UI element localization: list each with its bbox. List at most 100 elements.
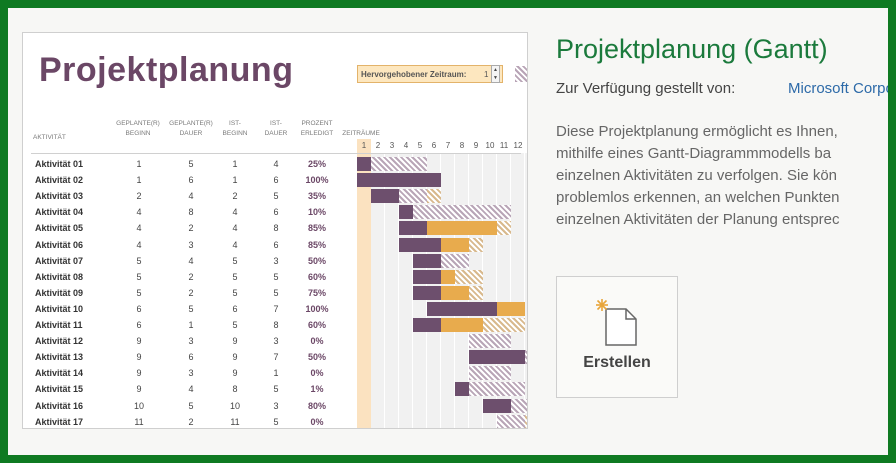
- planned-start: 9: [136, 368, 142, 379]
- create-button-label: Erstellen: [583, 354, 651, 371]
- progress-bar: [413, 269, 441, 284]
- progress-bar: [399, 237, 441, 252]
- day-number: 3: [389, 141, 395, 150]
- planned-bar: [497, 414, 525, 428]
- actual-start: 1: [232, 175, 238, 186]
- actual-duration: 7: [273, 352, 279, 363]
- planned-start: 4: [136, 239, 142, 250]
- progress-bar: [455, 382, 469, 397]
- actual-start: 2: [232, 191, 238, 202]
- activity-name: Aktivität 02: [35, 175, 84, 186]
- create-button[interactable]: Erstellen: [556, 276, 678, 398]
- planned-start: 5: [136, 255, 142, 266]
- highlight-period-label: Hervorgehobener Zeitraum:: [361, 70, 467, 79]
- planned-start: 1: [136, 159, 142, 169]
- progress-overrun-bar: [441, 237, 469, 252]
- percent-done: 60%: [307, 320, 326, 330]
- planned-duration: 2: [188, 271, 194, 282]
- planned-duration: 5: [188, 303, 194, 314]
- planned-duration: 2: [188, 287, 194, 298]
- actual-duration: 5: [273, 271, 279, 282]
- planned-duration: 3: [188, 239, 194, 250]
- actual-duration: 1: [273, 368, 279, 379]
- actual-start: 4: [232, 223, 238, 234]
- percent-done: 1%: [310, 384, 324, 395]
- activity-name: Aktivität 07: [35, 255, 84, 266]
- preview-title: Projektplanung: [39, 51, 294, 89]
- activity-name: Aktivität 12: [35, 336, 84, 347]
- progress-bar: [469, 350, 525, 365]
- template-detail-window: Projektplanung Hervorgehobener Zeitraum:…: [8, 8, 888, 455]
- percent-done: 0%: [310, 416, 324, 427]
- header-actual-start: IST- BEGINN: [222, 120, 248, 137]
- provided-by-label: Zur Verfügung gestellt von:: [556, 80, 736, 97]
- activity-name: Aktivität 03: [35, 191, 84, 202]
- actual-start: 11: [230, 416, 240, 427]
- percent-done: 0%: [310, 336, 324, 347]
- planned-duration: 2: [188, 416, 194, 427]
- provider-link[interactable]: Microsoft Corporation: [788, 80, 888, 97]
- progress-bar: [399, 205, 413, 220]
- percent-done: 35%: [307, 191, 326, 202]
- day-number: 2: [375, 141, 381, 150]
- planned-bar: [469, 334, 511, 349]
- new-document-icon: [596, 299, 637, 346]
- percent-done: 50%: [307, 255, 326, 266]
- planned-start: 9: [136, 352, 142, 363]
- percent-done: 85%: [307, 223, 326, 234]
- header-percent-done: PROZENT ERLEDIGT: [300, 120, 334, 137]
- progress-bar: [413, 318, 441, 332]
- planned-start: 2: [136, 191, 142, 202]
- planned-duration: 1: [188, 320, 194, 330]
- progress-overrun-bar: [427, 221, 497, 236]
- highlight-period-box: Hervorgehobener Zeitraum: 1: [357, 65, 503, 83]
- planned-start: 5: [136, 287, 142, 298]
- planned-start: 6: [136, 303, 142, 314]
- header-actual-duration: IST- DAUER: [264, 120, 288, 137]
- planned-duration: 8: [188, 207, 194, 218]
- planned-start: 10: [133, 400, 144, 411]
- planned-start: 5: [136, 271, 142, 282]
- planned-start: 9: [136, 336, 142, 347]
- progress-overrun-bar: [441, 269, 455, 284]
- day-number: 9: [473, 141, 479, 150]
- description-line: einzelnen Aktivitäten der Planung entspr…: [556, 211, 840, 228]
- progress-bar: [413, 285, 441, 300]
- actual-duration: 3: [273, 336, 279, 347]
- activity-name: Aktivität 16: [35, 400, 84, 411]
- actual-start: 5: [232, 271, 238, 282]
- day-number: 6: [431, 141, 437, 150]
- description-line: problemlos erkennen, an welchen Punkten: [556, 189, 840, 206]
- activity-name: Aktivität 08: [35, 271, 84, 282]
- activity-name: Aktivität 01: [35, 159, 84, 169]
- progress-bar: [399, 221, 427, 236]
- actual-start: 4: [232, 207, 238, 218]
- actual-duration: 5: [273, 191, 279, 202]
- progress-overrun-bar: [497, 301, 525, 316]
- planned-bar: [399, 205, 511, 220]
- activity-name: Aktivität 05: [35, 223, 84, 234]
- highlight-period-value: 1: [484, 70, 489, 79]
- actual-start: 9: [232, 352, 238, 363]
- activity-name: Aktivität 15: [35, 384, 84, 395]
- day-number: 8: [459, 141, 465, 150]
- percent-done: 100%: [305, 175, 329, 186]
- header-periods: ZEITRÄUME: [342, 130, 380, 137]
- actual-start: 8: [232, 384, 238, 395]
- description-line: mithilfe eines Gantt-Diagrammmodells ba: [556, 145, 832, 162]
- percent-done: 25%: [307, 159, 326, 169]
- percent-done: 80%: [307, 400, 326, 411]
- planned-start: 4: [136, 207, 142, 218]
- actual-start: 4: [232, 239, 238, 250]
- day-number: 5: [417, 141, 423, 150]
- percent-done: 10%: [307, 207, 326, 218]
- day-number: 1: [361, 141, 367, 150]
- activity-name: Aktivität 11: [35, 320, 83, 330]
- header-plan-duration: GEPLANTE(R) DAUER: [169, 120, 213, 137]
- planned-duration: 5: [188, 159, 194, 169]
- planned-duration: 3: [188, 368, 194, 379]
- template-title: Projektplanung (Gantt): [556, 34, 828, 64]
- planned-duration: 4: [188, 191, 194, 202]
- activity-name: Aktivität 10: [35, 303, 84, 314]
- day-number: 11: [499, 141, 509, 150]
